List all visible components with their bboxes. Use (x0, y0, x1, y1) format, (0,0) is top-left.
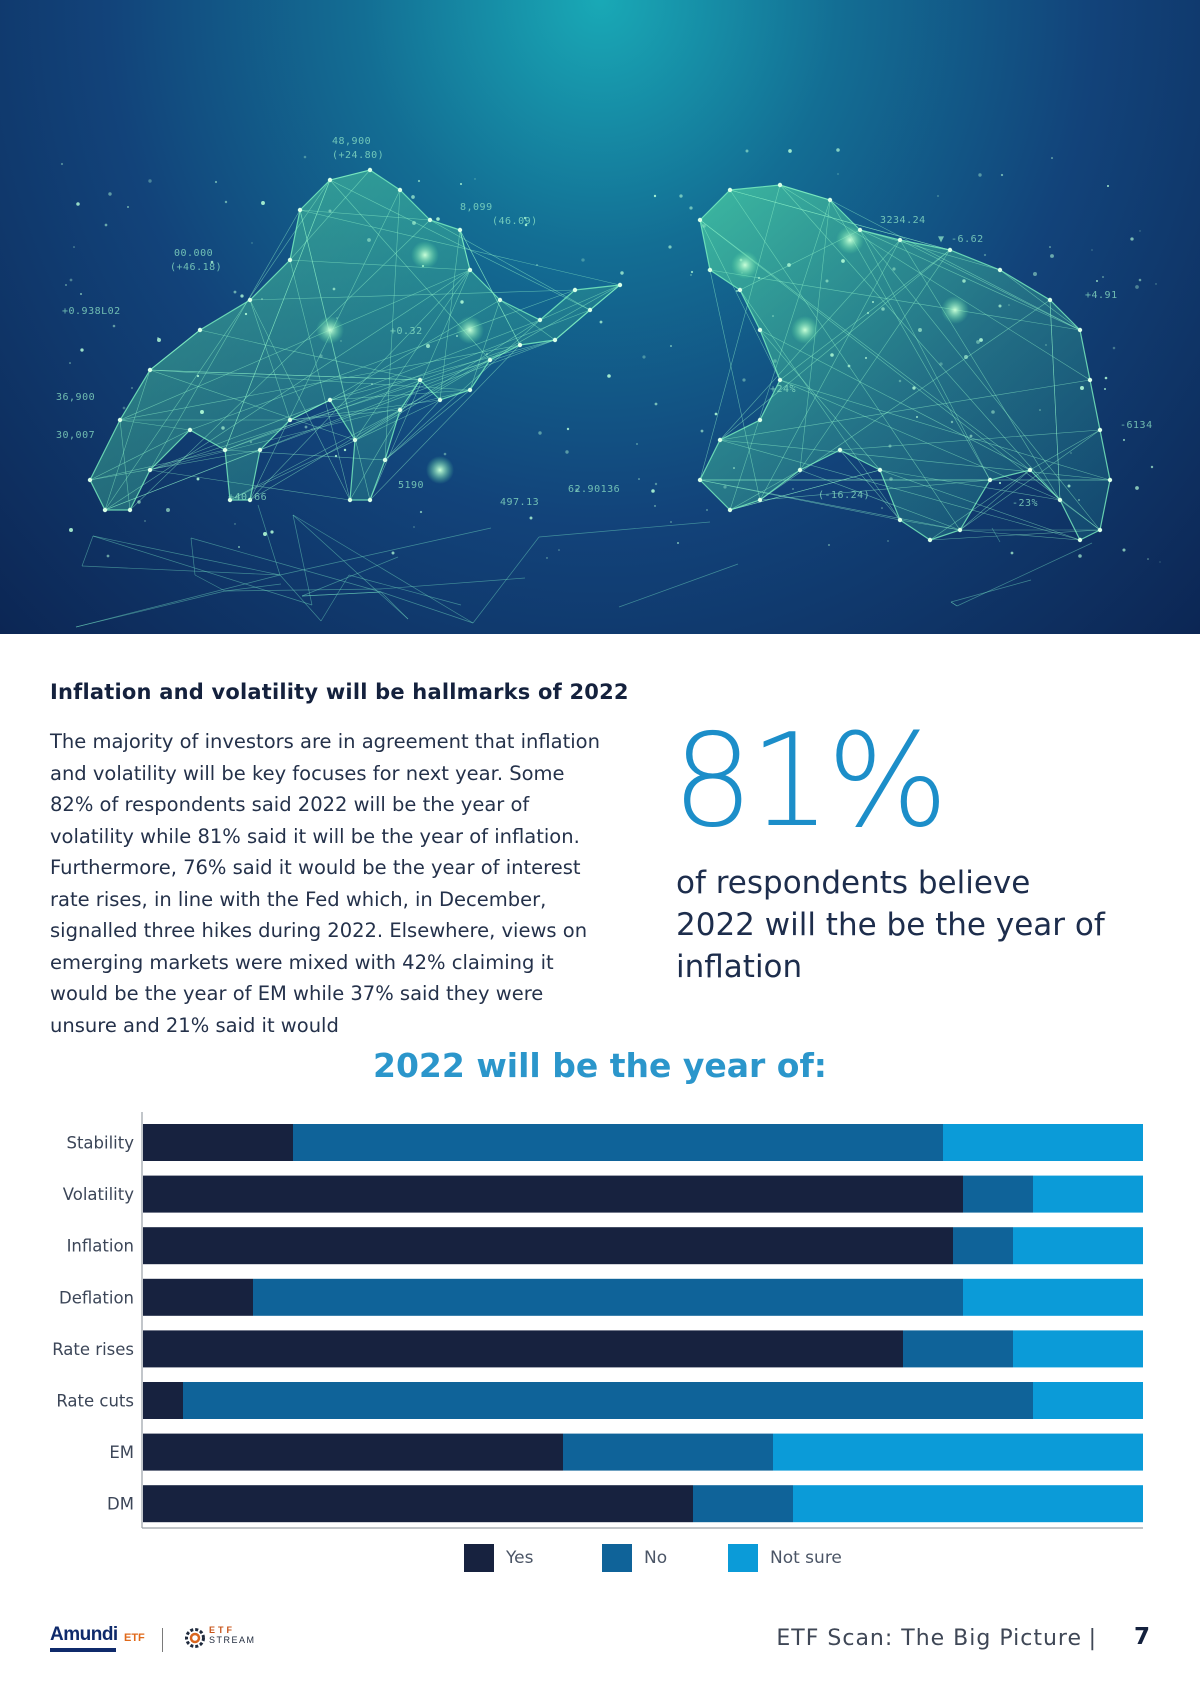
chart-title: 2022 will be the year of: (0, 1046, 1200, 1085)
footer-logo-divider (162, 1628, 163, 1652)
hero-number-label: 30,007 (56, 430, 95, 441)
amundi-etf-logo: ETF (124, 1632, 145, 1644)
bar-segment-yes (143, 1279, 253, 1316)
bar-segment-yes (143, 1382, 183, 1419)
bar-segment-yes (143, 1176, 963, 1213)
hero-number-label: 5190 (398, 480, 424, 491)
stacked-bar-chart: Stability Volatility Inflation Deflation Rat… (0, 1110, 1200, 1540)
bear-shape (698, 183, 1112, 542)
hero-number-label: (+46.18) (170, 262, 222, 273)
footer-separator: | (1089, 1626, 1096, 1651)
bar-segment-yes (143, 1434, 563, 1471)
legend-swatch-not-sure (728, 1544, 758, 1572)
y-tick-label: Inflation (67, 1237, 134, 1256)
legend-label-not-sure: Not sure (770, 1548, 842, 1568)
hero-number-label: +0.32 (390, 326, 423, 337)
hero-number-label: 00.000 (174, 248, 213, 259)
stat-value: 81% (672, 718, 945, 846)
bar-segment-no (183, 1382, 1033, 1419)
bar-segment-yes (143, 1330, 903, 1367)
hero-number-label: ▼ -6.62 (938, 234, 984, 245)
bar-segment-no (563, 1434, 773, 1471)
etf-stream-logo-text: ETF STREAM (209, 1625, 256, 1645)
article-body: The majority of investors are in agreeme… (50, 726, 610, 1041)
y-tick-label: EM (109, 1443, 134, 1462)
bar-segment-yes (143, 1124, 293, 1161)
bar-segment-not-sure (1013, 1227, 1143, 1264)
hero-image: 48,900 (+24.80) 00.000 (+46.18) +0.938L02 +0.… (0, 0, 1200, 634)
amundi-logo: Amundi (50, 1624, 118, 1646)
bar-segment-not-sure (1033, 1176, 1143, 1213)
hero-number-label: 62.90136 (568, 484, 620, 495)
bar-segment-no (693, 1485, 793, 1522)
hero-number-label: (+24.80) (332, 150, 384, 161)
bull-bear-illustration (0, 0, 1200, 634)
bar-segment-no (253, 1279, 963, 1316)
bar-segment-not-sure (773, 1434, 1143, 1471)
legend-swatch-no (602, 1544, 632, 1572)
hero-number-label: +24% (770, 384, 796, 395)
hero-number-label: 8,099 (460, 202, 493, 213)
bar-segment-no (953, 1227, 1013, 1264)
etf-stream-icon (184, 1626, 206, 1650)
bar-segment-not-sure (793, 1485, 1143, 1522)
bull-shape (88, 168, 622, 512)
legend-label-no: No (644, 1548, 667, 1568)
hero-number-label: +0.938L02 (62, 306, 121, 317)
chart-legend: Yes No Not sure (0, 1544, 1200, 1574)
legend-label-yes: Yes (506, 1548, 533, 1568)
legend-item-not-sure: Not sure (728, 1544, 842, 1572)
bar-segment-yes (143, 1485, 693, 1522)
etf-stream-logo-top: ETF (209, 1625, 256, 1635)
hero-number-label: -6134 (1120, 420, 1153, 431)
y-tick-label: DM (107, 1495, 134, 1514)
bar-segment-no (293, 1124, 943, 1161)
y-tick-label: Deflation (59, 1288, 134, 1307)
y-tick-label: Rate rises (52, 1340, 134, 1359)
legend-item-yes: Yes (464, 1544, 533, 1572)
hero-number-label: 3234.24 (880, 215, 926, 226)
publication-title: ETF Scan: The Big Picture (776, 1626, 1082, 1651)
legend-swatch-yes (464, 1544, 494, 1572)
section-heading: Inflation and volatility will be hallmar… (50, 680, 629, 704)
hero-number-label: (-16.24) (818, 490, 870, 501)
hero-number-label: -23% (1012, 498, 1038, 509)
y-tick-label: Volatility (63, 1185, 134, 1204)
bar-segment-not-sure (943, 1124, 1143, 1161)
bar-segment-not-sure (963, 1279, 1143, 1316)
bar-segment-not-sure (1013, 1330, 1143, 1367)
y-tick-label: Stability (66, 1134, 134, 1153)
bar-segment-not-sure (1033, 1382, 1143, 1419)
stat-caption: of respondents believe 2022 will the be … (676, 862, 1116, 988)
bar-segment-yes (143, 1227, 953, 1264)
page-number: 7 (1134, 1624, 1150, 1650)
hero-number-label: +40.66 (228, 492, 267, 503)
amundi-logo-underline (50, 1648, 116, 1652)
hero-number-label: +4.91 (1085, 290, 1118, 301)
hero-number-label: 48,900 (332, 136, 371, 147)
hero-number-label: (46.09) (492, 216, 538, 227)
hero-number-label: 36,900 (56, 392, 95, 403)
bar-segment-no (903, 1330, 1013, 1367)
legend-item-no: No (602, 1544, 667, 1572)
y-tick-label: Rate cuts (56, 1392, 134, 1411)
etf-stream-logo-bottom: STREAM (209, 1635, 256, 1645)
hero-number-label: 497.13 (500, 497, 539, 508)
bar-segment-no (963, 1176, 1033, 1213)
